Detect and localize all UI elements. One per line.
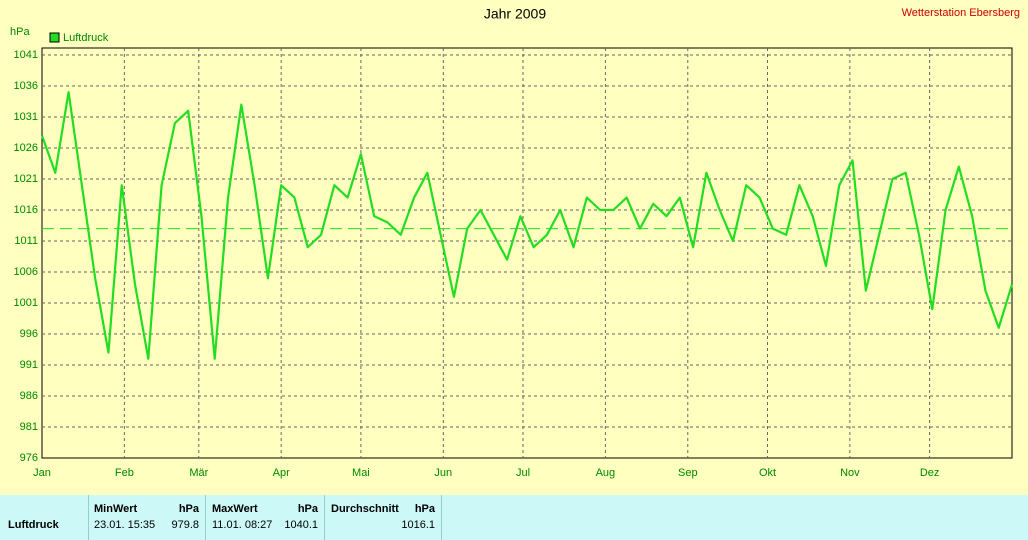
x-tick-label: Nov	[840, 467, 860, 479]
legend-swatch	[49, 32, 60, 43]
chart: Jahr 2009 Wetterstation Ebersberg hPa Lu…	[10, 6, 1020, 479]
x-tick-label: Feb	[115, 467, 134, 479]
stats-panel: Luftdruck MinWert hPa 23.01. 15:35 979.8…	[0, 495, 1028, 540]
y-tick-label: 1016	[14, 204, 38, 216]
value: 1040.1	[284, 519, 318, 531]
unit: hPa	[297, 503, 318, 515]
x-tick-label: Jan	[33, 467, 51, 479]
x-tick-label: Jul	[516, 467, 530, 479]
x-tick-label: Jun	[434, 467, 452, 479]
x-tick-label: Mär	[189, 467, 208, 479]
header: MaxWert	[212, 503, 258, 515]
time: 11.01. 08:27	[212, 519, 273, 531]
x-tick-label: Mai	[352, 467, 370, 479]
value: 1016.1	[401, 519, 435, 531]
data-line	[40, 91, 1014, 360]
y-tick-label: 996	[20, 328, 38, 340]
y-tick-label: 1011	[14, 235, 38, 247]
y-tick-label: 1026	[14, 142, 38, 154]
y-tick-label: 976	[20, 452, 38, 464]
y-tick-label: 1006	[14, 266, 38, 278]
plot-area	[41, 47, 1013, 459]
header: Durchschnitt	[331, 503, 399, 515]
x-tick-label: Aug	[596, 467, 616, 479]
y-tick-label: 981	[20, 421, 38, 433]
stats-cell	[0, 495, 89, 540]
y-tick-label: 1041	[14, 49, 38, 61]
y-axis-label: hPa	[10, 26, 30, 38]
stats-cell: Durchschnitt hPa 1016.1	[325, 495, 442, 540]
x-tick-label: Apr	[273, 467, 290, 479]
y-tick-label: 1001	[14, 297, 38, 309]
unit: hPa	[178, 503, 199, 515]
x-tick-label: Sep	[678, 467, 698, 479]
x-tick-label: Okt	[759, 467, 776, 479]
y-tick-label: 986	[20, 390, 38, 402]
legend-label: Luftdruck	[63, 32, 109, 44]
stats-cell: MaxWert hPa 11.01. 08:27 1040.1	[206, 495, 325, 540]
station-name: Wetterstation Ebersberg	[902, 7, 1020, 19]
x-tick-label: Dez	[920, 467, 940, 479]
y-tick-label: 1031	[14, 111, 38, 123]
unit: hPa	[414, 503, 435, 515]
chart-title: Jahr 2009	[484, 6, 546, 22]
y-tick-label: 991	[20, 359, 38, 371]
header: MinWert	[94, 503, 138, 515]
y-tick-label: 1036	[14, 80, 38, 92]
time: 23.01. 15:35	[94, 519, 156, 531]
value: 979.8	[171, 519, 199, 531]
row-label: Luftdruck	[8, 519, 59, 531]
y-tick-label: 1021	[14, 173, 38, 185]
stats-cell: MinWert hPa 23.01. 15:35 979.8	[89, 495, 206, 540]
